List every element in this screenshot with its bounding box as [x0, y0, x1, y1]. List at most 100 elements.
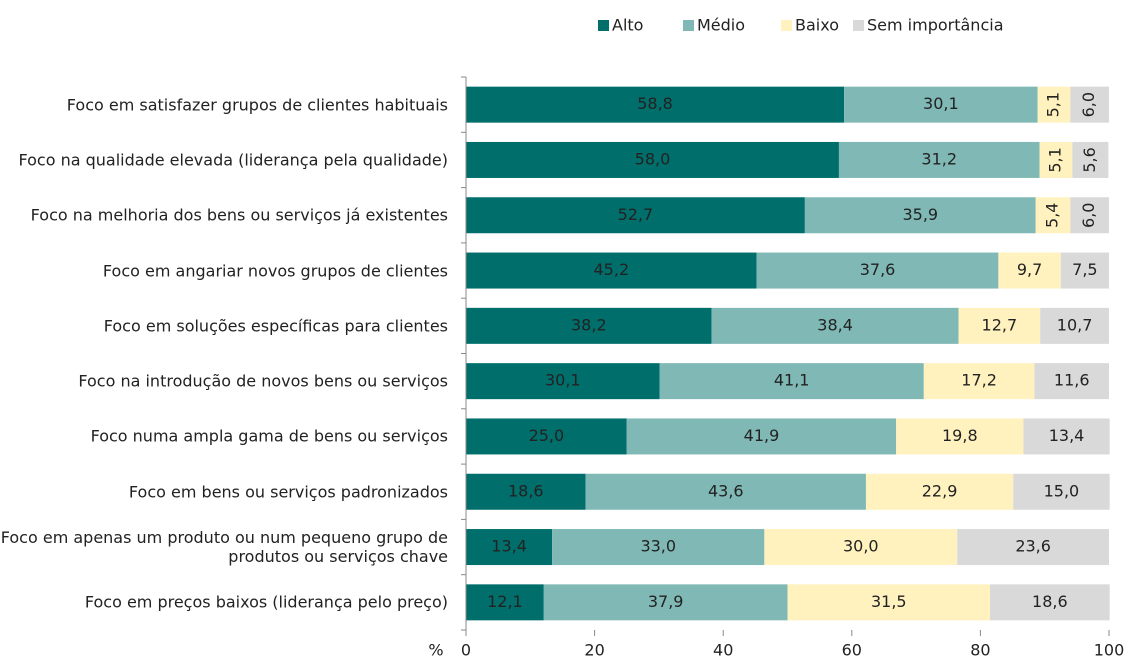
bar-segment [466, 307, 712, 344]
bar-segment [466, 252, 757, 289]
x-tick-label: 20 [584, 641, 604, 660]
y-tick-label: Foco em preços baixos (liderança pelo pr… [84, 592, 448, 612]
legend-swatch [853, 20, 864, 31]
data-label: 12,7 [982, 315, 1018, 334]
legend-label: Médio [697, 16, 745, 35]
x-tick-label: 40 [713, 641, 733, 660]
bar-segment [585, 473, 866, 510]
bar-segment [896, 418, 1024, 455]
bar-segment [787, 584, 991, 621]
bar-segment [466, 418, 627, 455]
data-label: 58,8 [637, 94, 673, 113]
data-label: 17,2 [961, 371, 997, 390]
bar-segment [466, 141, 839, 178]
bar-segment [1072, 141, 1109, 178]
data-label: 58,0 [635, 149, 671, 168]
data-label: 6,0 [1079, 203, 1098, 228]
bar-segment [659, 363, 924, 400]
y-tick-label: Foco numa ampla gama de bens ou serviços [90, 426, 448, 446]
bar-segment [756, 252, 999, 289]
bar-segment [923, 363, 1035, 400]
data-label: 10,7 [1057, 315, 1093, 334]
data-label: 30,1 [923, 94, 959, 113]
data-label: 13,4 [1049, 426, 1085, 445]
bar-segment [998, 252, 1061, 289]
x-axis-label: % [428, 641, 443, 660]
data-label: 18,6 [1032, 592, 1068, 611]
bar-segment [626, 418, 897, 455]
bar-segment [957, 529, 1109, 566]
bar-segment [1034, 363, 1109, 400]
data-label: 41,9 [744, 426, 780, 445]
data-label: 23,6 [1015, 537, 1051, 556]
legend-swatch [598, 20, 609, 31]
bar-segment [543, 584, 788, 621]
data-label: 19,8 [942, 426, 978, 445]
bar-segment [958, 307, 1041, 344]
bar-segment [1060, 252, 1109, 289]
data-label: 15,0 [1044, 481, 1080, 500]
y-tick-label: Foco em apenas um produto ou num pequeno… [0, 528, 448, 567]
y-tick-label: Foco na qualidade elevada (liderança pel… [18, 150, 449, 170]
legend-label: Baixo [795, 16, 839, 35]
y-tick-label: Foco em soluções específicas para client… [103, 316, 448, 336]
data-label: 33,0 [640, 537, 676, 556]
y-tick-label: Foco em angariar novos grupos de cliente… [102, 261, 448, 281]
legend-label: Sem importância [867, 16, 1004, 35]
data-label: 31,2 [921, 149, 957, 168]
data-label: 52,7 [618, 205, 654, 224]
bar-segment [552, 529, 765, 566]
bar-segment [1039, 141, 1073, 178]
bar-segment [466, 363, 660, 400]
bar-segment [466, 197, 805, 234]
x-tick-label: 80 [970, 641, 990, 660]
data-label: 5,4 [1043, 203, 1062, 228]
y-tick-label: Foco na melhoria dos bens ou serviços já… [30, 205, 448, 225]
data-label: 11,6 [1054, 371, 1090, 390]
bar-segment [1023, 418, 1110, 455]
data-label: 12,1 [487, 592, 523, 611]
x-tick-label: 0 [461, 641, 471, 660]
bar-segment [1040, 307, 1109, 344]
data-label: 31,5 [871, 592, 907, 611]
bar-segment [804, 197, 1036, 234]
data-label: 5,1 [1045, 147, 1064, 172]
bar-segment [1070, 197, 1109, 234]
x-tick-label: 60 [842, 641, 862, 660]
data-label: 38,2 [571, 315, 607, 334]
data-label: 38,4 [817, 315, 853, 334]
data-label: 30,1 [545, 371, 581, 390]
bar-segment [711, 307, 959, 344]
y-tick-label: Foco em bens ou serviços padronizados [128, 482, 448, 502]
legend-swatch [683, 20, 694, 31]
bar-segment [1070, 86, 1109, 123]
data-label: 35,9 [902, 205, 938, 224]
bar-segment [466, 529, 553, 566]
bar-segment [466, 86, 845, 123]
data-label: 9,7 [1017, 260, 1042, 279]
data-label: 22,9 [922, 481, 958, 500]
bar-segment [865, 473, 1014, 510]
data-label: 41,1 [774, 371, 810, 390]
data-label: 5,1 [1044, 92, 1063, 117]
data-label: 5,6 [1080, 147, 1099, 172]
bar-segment [1035, 197, 1071, 234]
bar-segment [844, 86, 1038, 123]
x-tick-label: 100 [1094, 641, 1125, 660]
y-tick-label: Foco em satisfazer grupos de clientes ha… [66, 95, 448, 115]
bar-segment [1013, 473, 1110, 510]
data-label: 6,0 [1079, 92, 1098, 117]
data-label: 37,9 [648, 592, 684, 611]
data-label: 45,2 [594, 260, 630, 279]
data-label: 37,6 [860, 260, 896, 279]
data-label: 30,0 [843, 537, 879, 556]
data-label: 18,6 [508, 481, 544, 500]
bar-segment [466, 473, 586, 510]
bar-segment [990, 584, 1110, 621]
data-label: 13,4 [491, 537, 527, 556]
data-label: 7,5 [1072, 260, 1097, 279]
legend-swatch [781, 20, 792, 31]
bar-segment [466, 584, 544, 621]
data-label: 43,6 [708, 481, 744, 500]
